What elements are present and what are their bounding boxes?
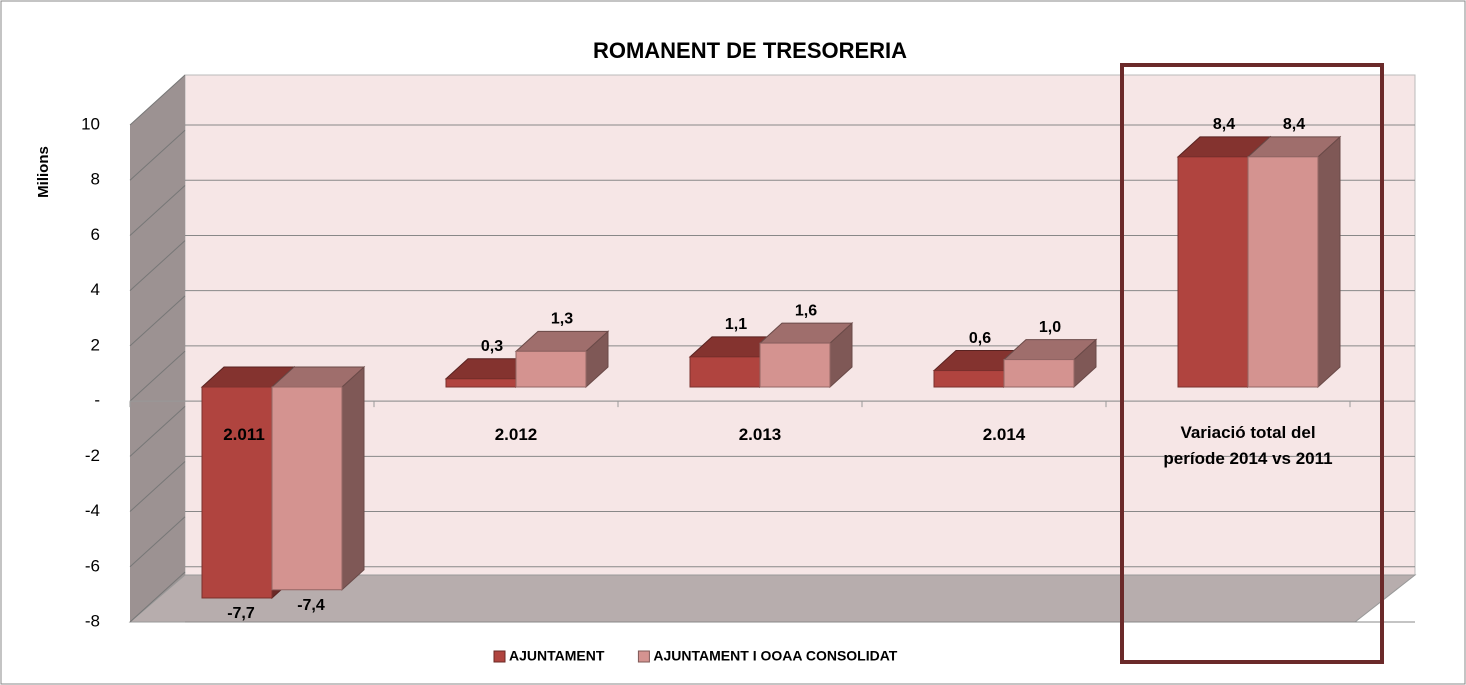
bar-front: [1003, 359, 1075, 388]
bar-side: [341, 365, 365, 591]
y-tick-label: -2: [85, 446, 100, 465]
bar: [270, 365, 366, 591]
y-tick-label: 8: [91, 170, 100, 189]
y-tick-label: 4: [91, 280, 100, 299]
x-tick-label: 2.011: [223, 425, 265, 444]
bar-front: [933, 370, 1005, 388]
y-tick-label: -: [94, 391, 100, 410]
grid-line-side: [129, 405, 186, 457]
legend-label: AJUNTAMENT: [509, 648, 605, 664]
bar: [1002, 338, 1098, 389]
grid-line-side: [129, 571, 186, 623]
bar-front: [445, 378, 517, 388]
grid-line-side: [129, 129, 186, 181]
y-tick-label: 6: [91, 225, 100, 244]
side-wall: [130, 75, 185, 622]
value-label: 1,6: [795, 302, 817, 319]
grid-line-side: [129, 240, 186, 292]
y-tick-label: -6: [85, 556, 100, 575]
bar-front: [1177, 156, 1249, 388]
bar: [758, 322, 854, 389]
x-tick-label: 2.013: [738, 425, 782, 444]
x-tick-label: 2.014: [982, 425, 1026, 444]
y-tick-label: 2: [91, 335, 100, 354]
value-label: 0,6: [969, 330, 991, 347]
value-label: 0,3: [481, 338, 503, 355]
grid-line-side: [129, 461, 186, 512]
value-label: 8,4: [1283, 116, 1305, 133]
y-axis-label: Milions: [35, 146, 52, 198]
chart-title: ROMANENT DE TRESORERIA: [593, 38, 907, 63]
legend-label: AJUNTAMENT I OOAA CONSOLIDAT: [653, 648, 897, 664]
bar-front: [1247, 156, 1319, 388]
grid-line-side: [129, 185, 186, 236]
bar-front: [271, 386, 343, 591]
grid-line-side: [129, 350, 186, 402]
x-tick-label: 2.012: [494, 425, 538, 444]
bar-side: [1317, 135, 1341, 389]
y-tick-label: -4: [85, 501, 100, 520]
value-label: 1,3: [551, 311, 573, 328]
grid-line-side: [129, 295, 186, 347]
highlight-box: [1120, 63, 1384, 664]
value-label: 8,4: [1213, 116, 1235, 133]
legend-swatch: [637, 650, 650, 663]
grid-line-side: [129, 74, 186, 126]
bar: [1246, 135, 1342, 389]
x-tick-label: Variació total del període 2014 vs 2011: [1163, 423, 1333, 468]
legend-swatch: [493, 650, 506, 663]
value-label: 1,1: [725, 316, 747, 333]
bar-front: [515, 350, 587, 388]
y-tick-label: 10: [81, 114, 100, 133]
value-label: 1,0: [1039, 319, 1061, 336]
grid-line-side: [129, 516, 186, 568]
value-label: -7,4: [297, 597, 325, 614]
bar-front: [759, 342, 831, 388]
value-label: -7,7: [227, 605, 255, 622]
bar-front: [201, 386, 273, 599]
bar-front: [689, 356, 761, 388]
y-tick-label: -8: [85, 611, 100, 630]
bar: [514, 330, 610, 389]
